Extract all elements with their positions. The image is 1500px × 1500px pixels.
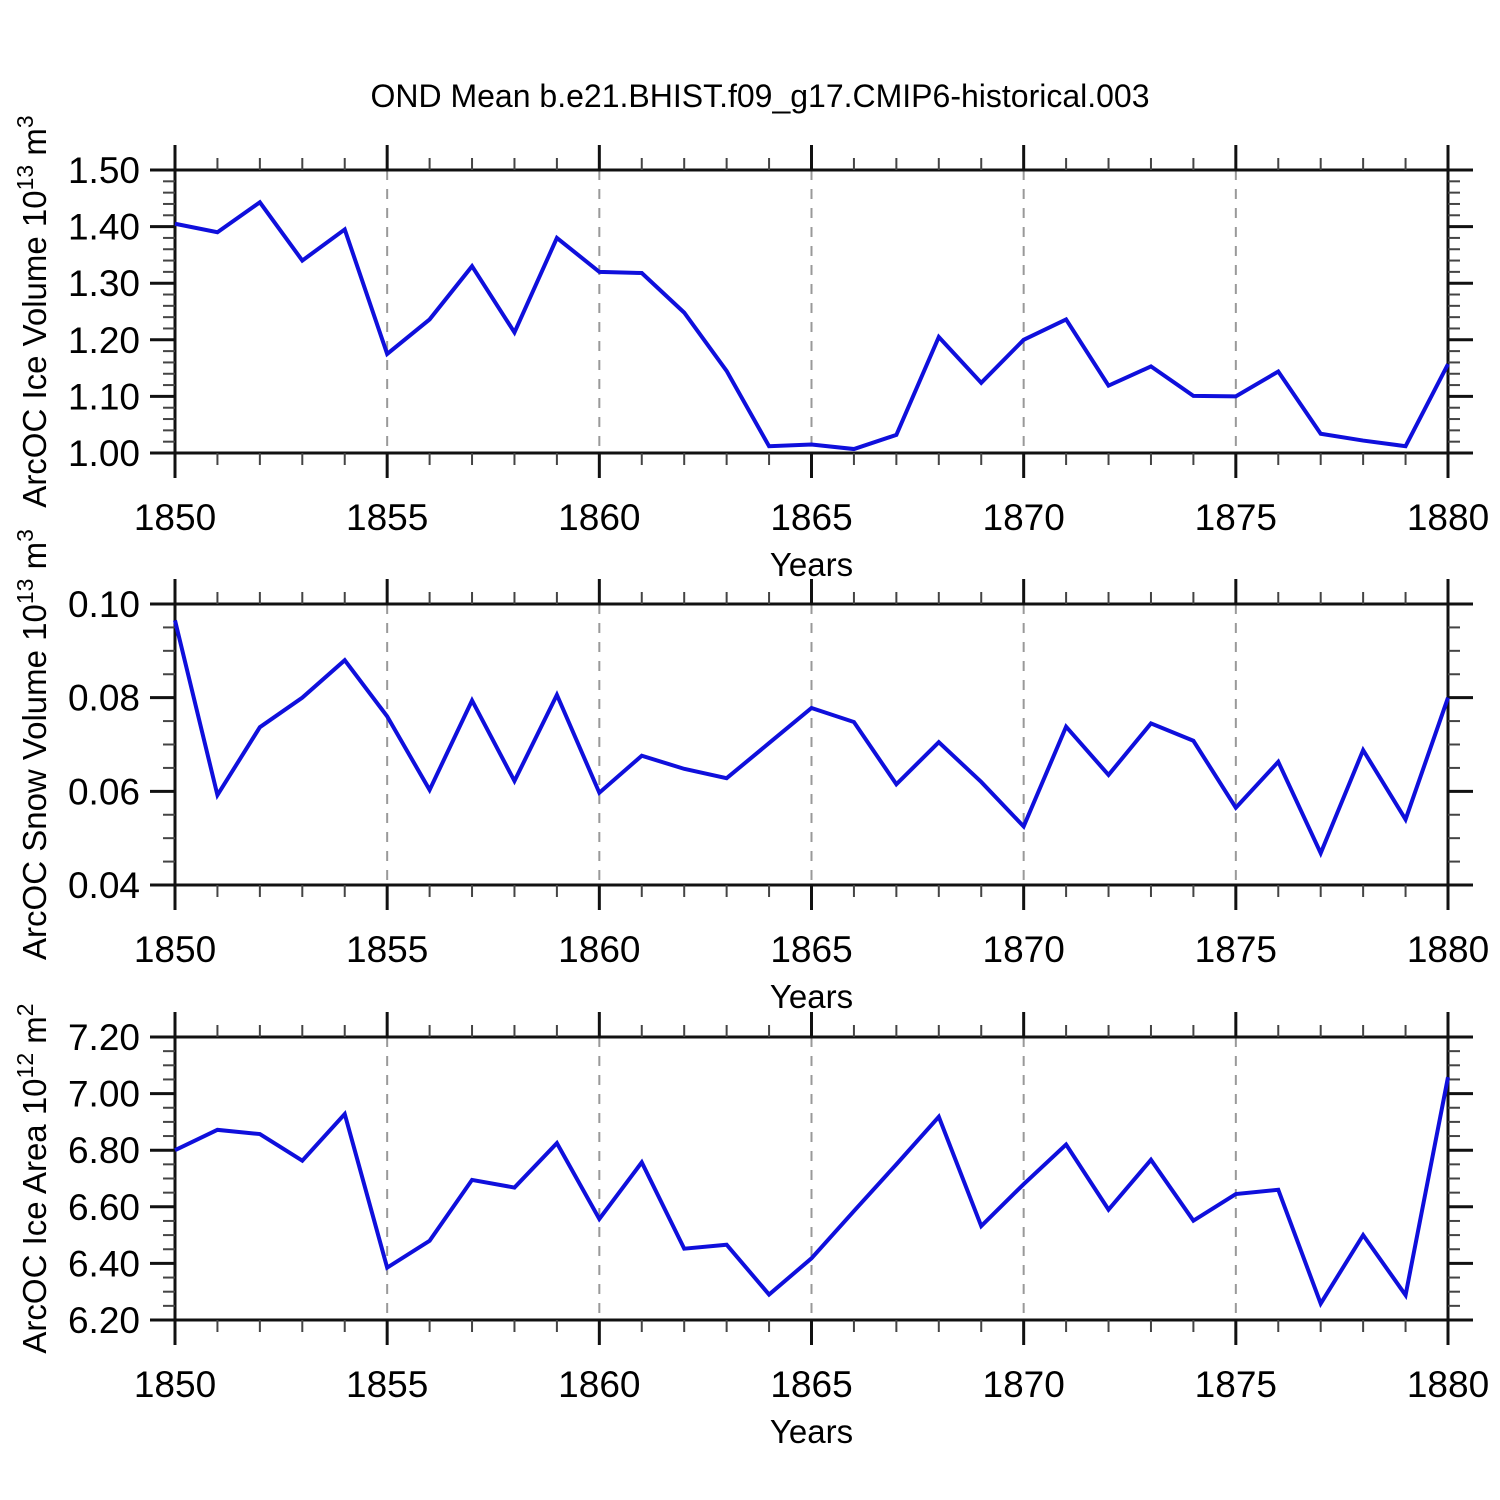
charts-group: 1850 1855 1860 1865 1870 1875 1880 1.00 1.10 1.20… (12, 115, 1489, 1450)
series-line-ice-area (174, 1076, 1450, 1309)
x-tick-label: 1850 (134, 929, 216, 970)
x-tick-label: 1850 (134, 1364, 216, 1405)
y-tick-label: 6.20 (68, 1300, 140, 1341)
y-tick-label: 6.40 (68, 1243, 140, 1284)
series-line-snow-volume (173, 619, 1450, 859)
x-tick-label: 1875 (1195, 497, 1277, 538)
y-tick-label: 1.40 (68, 207, 140, 248)
x-axis-label: Years (770, 978, 853, 1015)
y-tick-label: 1.00 (68, 433, 140, 474)
y-axis-label: ArcOC Ice Area 1012 m2 (12, 1003, 53, 1353)
x-tick-label: 1855 (346, 497, 428, 538)
x-tick-label: 1860 (558, 929, 640, 970)
y-tick-label: 0.08 (68, 678, 140, 719)
y-tick-label: 6.80 (68, 1130, 140, 1171)
y-tick-label: 0.06 (68, 771, 140, 812)
y-tick-label: 7.00 (68, 1074, 140, 1115)
chart-ice-area: 1850 1855 1860 1865 1870 1875 1880 6.20 6.40 6.60… (12, 1003, 1489, 1450)
x-tick-label: 1880 (1407, 929, 1489, 970)
x-tick-label: 1860 (558, 497, 640, 538)
x-tick-label: 1865 (770, 929, 852, 970)
y-tick-label: 1.10 (68, 376, 140, 417)
figure-title: OND Mean b.e21.BHIST.f09_g17.CMIP6-histo… (370, 78, 1149, 114)
x-tick-label: 1870 (983, 497, 1065, 538)
x-tick-label: 1870 (983, 929, 1065, 970)
y-axis-label: ArcOC Snow Volume 1013 m3 (12, 529, 53, 960)
y-tick-label: 0.04 (68, 865, 140, 906)
series-line-ice-volume (174, 199, 1450, 452)
y-axis-label: ArcOC Ice Volume 1013 m3 (12, 115, 53, 507)
x-tick-label: 1875 (1195, 1364, 1277, 1405)
y-tick-label: 1.20 (68, 320, 140, 361)
x-tick-label: 1880 (1407, 497, 1489, 538)
x-tick-label: 1855 (346, 1364, 428, 1405)
y-tick-label: 7.20 (68, 1017, 140, 1058)
x-tick-label: 1870 (983, 1364, 1065, 1405)
x-tick-label: 1855 (346, 929, 428, 970)
chart-ice-volume: 1850 1855 1860 1865 1870 1875 1880 1.00 1.10 1.20… (12, 115, 1489, 583)
y-tick-label: 6.60 (68, 1187, 140, 1228)
x-tick-label: 1860 (558, 1364, 640, 1405)
x-tick-label: 1865 (770, 1364, 852, 1405)
x-axis-label: Years (770, 1413, 853, 1450)
y-tick-label: 1.50 (68, 150, 140, 191)
y-tick-label: 1.30 (68, 263, 140, 304)
y-tick-label: 0.10 (68, 584, 140, 625)
x-tick-label: 1850 (134, 497, 216, 538)
x-axis-label: Years (770, 546, 853, 583)
x-tick-label: 1865 (770, 497, 852, 538)
chart-snow-volume: 1850 1855 1860 1865 1870 1875 1880 0.04 0.06 0.08… (12, 529, 1489, 1015)
x-tick-label: 1875 (1195, 929, 1277, 970)
x-tick-label: 1880 (1407, 1364, 1489, 1405)
